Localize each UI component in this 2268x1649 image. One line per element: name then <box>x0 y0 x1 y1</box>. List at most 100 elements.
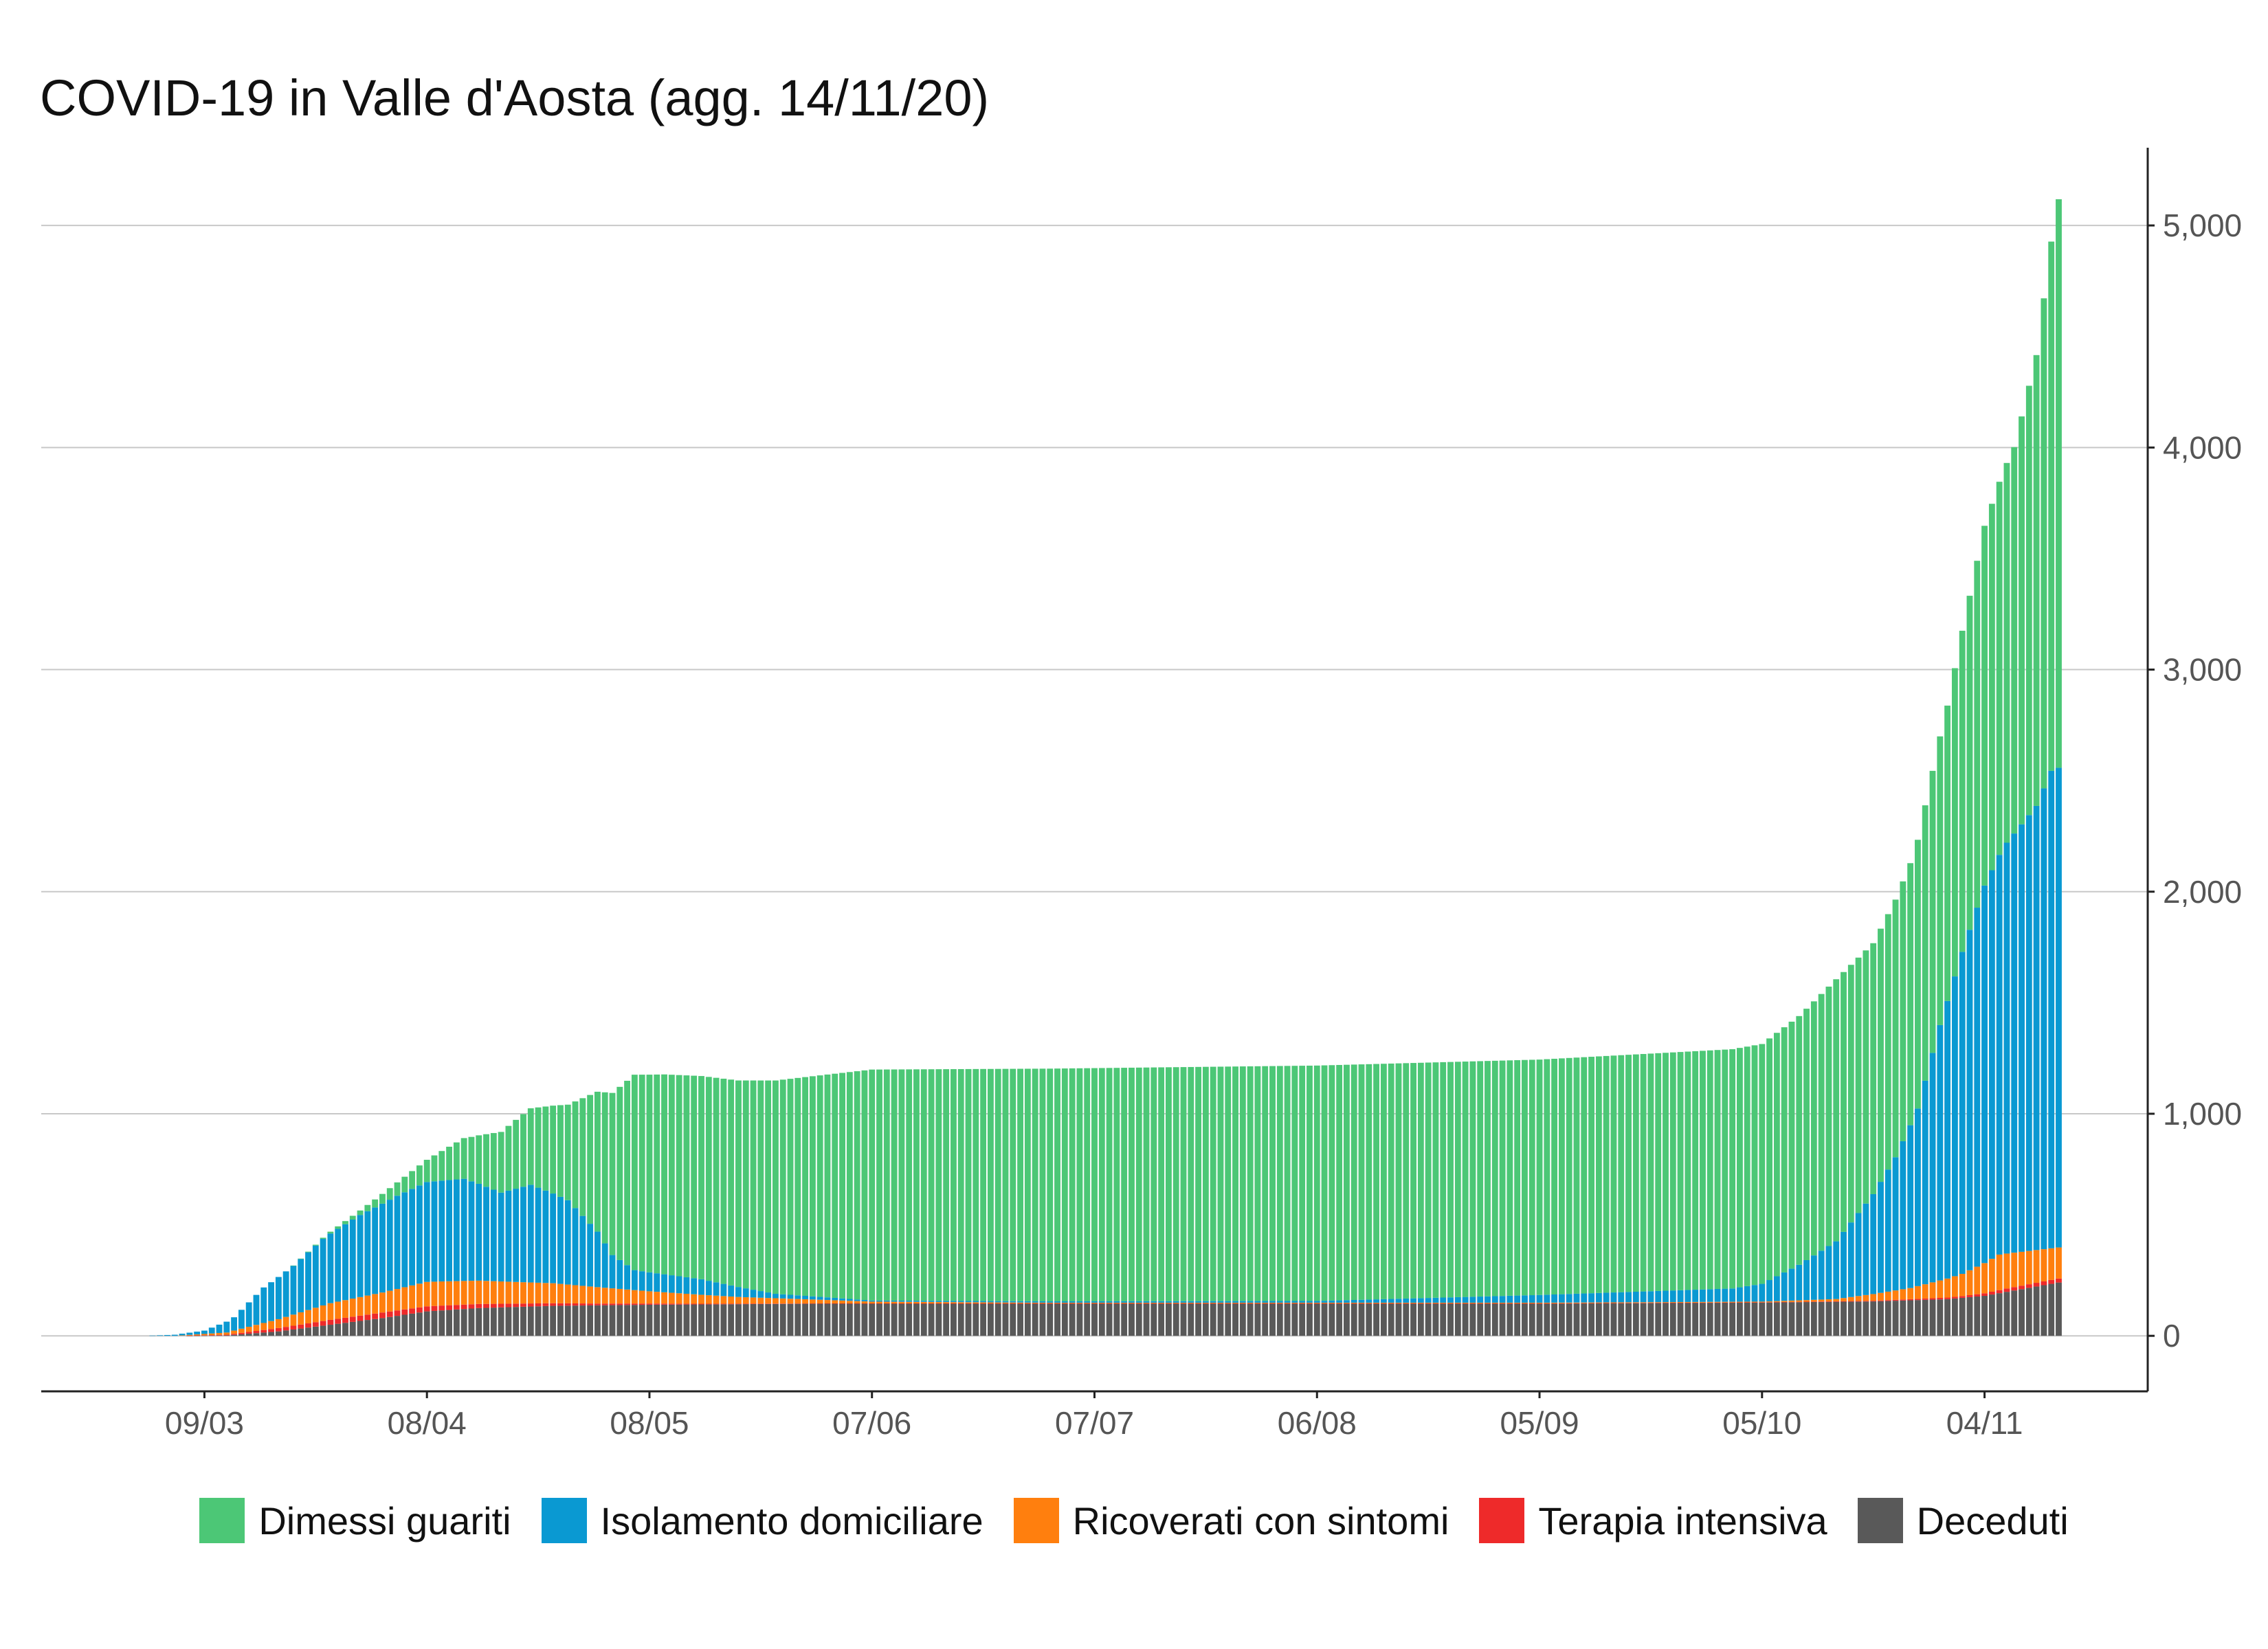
bar-segment <box>327 1233 334 1303</box>
bar-segment <box>542 1305 549 1336</box>
bar-segment <box>379 1318 386 1336</box>
bar-segment <box>1951 976 1958 1277</box>
axes: 0 1,000 2,000 3,000 4,000 5,000 09/03 08/04 08/0… <box>41 148 2242 1441</box>
bar-segment <box>1833 1241 1840 1299</box>
bar-segment <box>1900 881 1906 1141</box>
bar-segment <box>913 1301 920 1302</box>
bar-segment <box>1291 1066 1298 1301</box>
bar-segment <box>1781 1027 1788 1272</box>
bar-segment <box>950 1303 957 1304</box>
bar-segment <box>638 1271 645 1291</box>
bar-segment <box>883 1303 890 1336</box>
bar-segment <box>624 1289 631 1304</box>
bar-segment <box>1610 1303 1617 1336</box>
bar-segment <box>223 1334 230 1336</box>
bar-segment <box>335 1229 342 1302</box>
bar-segment <box>1737 1302 1743 1336</box>
bar-segment <box>1966 930 1973 1270</box>
bar-segment <box>490 1308 497 1336</box>
bar-segment <box>1803 1009 1810 1260</box>
bar-segment <box>1988 1291 1995 1295</box>
bar-segment <box>342 1317 348 1323</box>
bar-segment <box>1447 1297 1454 1303</box>
bar-segment <box>1210 1303 1216 1336</box>
bar-segment <box>742 1080 749 1289</box>
bar-segment <box>1892 899 1899 1158</box>
bar-segment <box>1558 1058 1565 1294</box>
bar-segment <box>1291 1301 1298 1303</box>
bar-segment <box>1284 1301 1291 1303</box>
bar-segment <box>579 1215 586 1286</box>
bar-segment <box>513 1189 520 1282</box>
bar-segment <box>1135 1067 1142 1301</box>
bar-segment <box>564 1284 571 1303</box>
y-tick-label: 0 <box>2163 1318 2181 1354</box>
bar-segment <box>935 1301 942 1303</box>
bar-segment <box>1172 1301 1179 1303</box>
bar-segment <box>920 1069 927 1301</box>
bar-segment <box>928 1301 935 1302</box>
bar-segment <box>1685 1051 1691 1290</box>
bar-segment <box>1981 1263 1988 1294</box>
bar-segment <box>2003 1253 2010 1289</box>
bar-segment <box>460 1138 467 1179</box>
bar-segment <box>564 1305 571 1336</box>
bar-segment <box>1929 1299 1936 1336</box>
bar-segment <box>1180 1303 1187 1304</box>
bar-segment <box>950 1069 957 1301</box>
bar-segment <box>1722 1288 1728 1302</box>
bar-segment <box>579 1098 586 1216</box>
bar-segment <box>535 1303 542 1307</box>
bar-segment <box>1951 1298 1958 1336</box>
bar-segment <box>476 1183 482 1281</box>
bar-segment <box>1714 1050 1721 1289</box>
bar-segment <box>238 1332 245 1334</box>
bar-segment <box>839 1298 845 1301</box>
bar-segment <box>935 1302 942 1304</box>
bar-segment <box>950 1303 957 1336</box>
bar-segment <box>1922 1299 1928 1336</box>
bar-segment <box>2048 1279 2055 1284</box>
bar-segment <box>231 1330 238 1334</box>
bar-segment <box>587 1303 594 1305</box>
bar-segment <box>1825 1301 1832 1336</box>
bar-segment <box>1959 1296 1966 1298</box>
bar-segment <box>1017 1303 1023 1304</box>
bar-segment <box>854 1071 860 1300</box>
bar-segment <box>1098 1068 1105 1301</box>
x-tick-label: 04/11 <box>1946 1405 2023 1441</box>
bar-segment <box>676 1303 682 1305</box>
bar-segment <box>490 1303 497 1308</box>
bar-segment <box>372 1199 379 1208</box>
bar-segment <box>631 1290 638 1304</box>
bar-segment <box>342 1300 348 1318</box>
bar-segment <box>1729 1301 1736 1303</box>
bar-segment <box>335 1323 342 1336</box>
y-tick-label: 4,000 <box>2163 429 2242 465</box>
bar-segment <box>1091 1303 1098 1336</box>
bar-segment <box>720 1078 727 1284</box>
bar-segment <box>483 1187 489 1281</box>
bar-segment <box>824 1303 831 1336</box>
bar-segment <box>794 1299 801 1304</box>
bar-segment <box>1313 1065 1320 1301</box>
bar-segment <box>1528 1295 1535 1303</box>
bar-segment <box>1410 1063 1416 1299</box>
bar-segment <box>1299 1301 1306 1303</box>
bar-segment <box>787 1294 794 1299</box>
bar-segment <box>1722 1049 1728 1289</box>
bar-segment <box>1373 1064 1380 1300</box>
bar-segment <box>802 1077 809 1296</box>
bar-segment <box>839 1073 845 1299</box>
bar-segment <box>1566 1294 1572 1303</box>
bar-segment <box>1150 1301 1157 1303</box>
bar-segment <box>446 1180 452 1281</box>
bar-segment <box>1528 1303 1535 1336</box>
bar-segment <box>898 1301 905 1302</box>
bar-segment <box>1700 1289 1706 1302</box>
bar-segment <box>557 1283 564 1303</box>
bar-segment <box>1410 1303 1416 1304</box>
bar-segment <box>423 1159 430 1182</box>
bar-segment <box>676 1304 682 1336</box>
bar-segment <box>1566 1303 1572 1304</box>
